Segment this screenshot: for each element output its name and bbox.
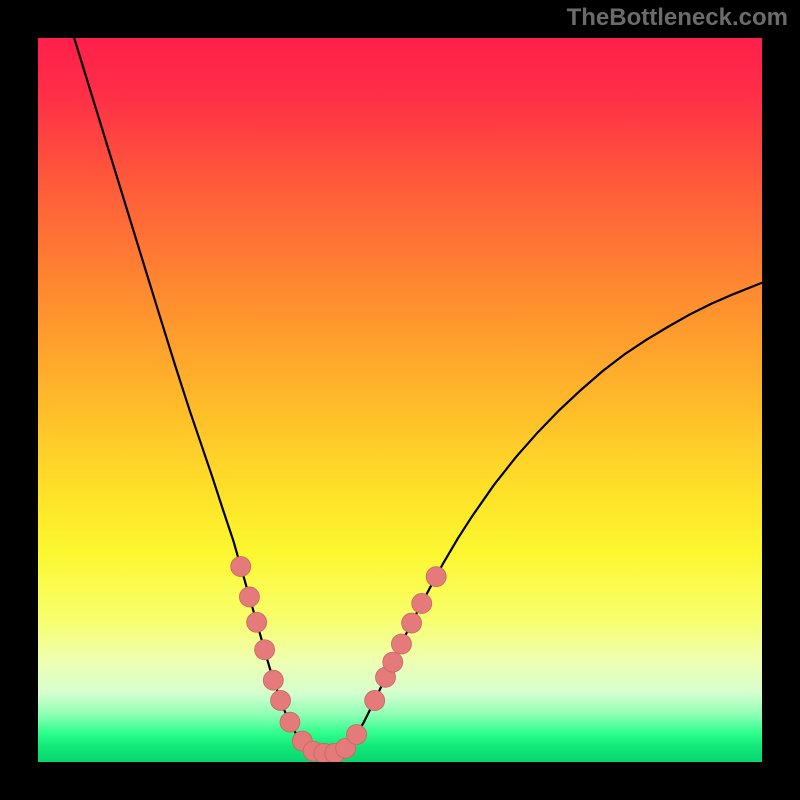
curve-marker [255,640,275,660]
chart-frame: TheBottleneck.com [0,0,800,800]
curve-marker [231,557,251,577]
curve-marker [365,690,385,710]
curve-marker [263,670,283,690]
curve-marker [383,652,403,672]
curve-marker [280,712,300,732]
curve-marker [271,690,291,710]
curve-marker [347,724,367,744]
curve-marker [247,612,267,632]
curve-marker [391,634,411,654]
watermark-text: TheBottleneck.com [567,4,788,32]
curve-marker [402,613,422,633]
curve-marker [412,593,432,613]
chart-svg [0,0,800,800]
curve-marker [239,587,259,607]
curve-marker [426,567,446,587]
